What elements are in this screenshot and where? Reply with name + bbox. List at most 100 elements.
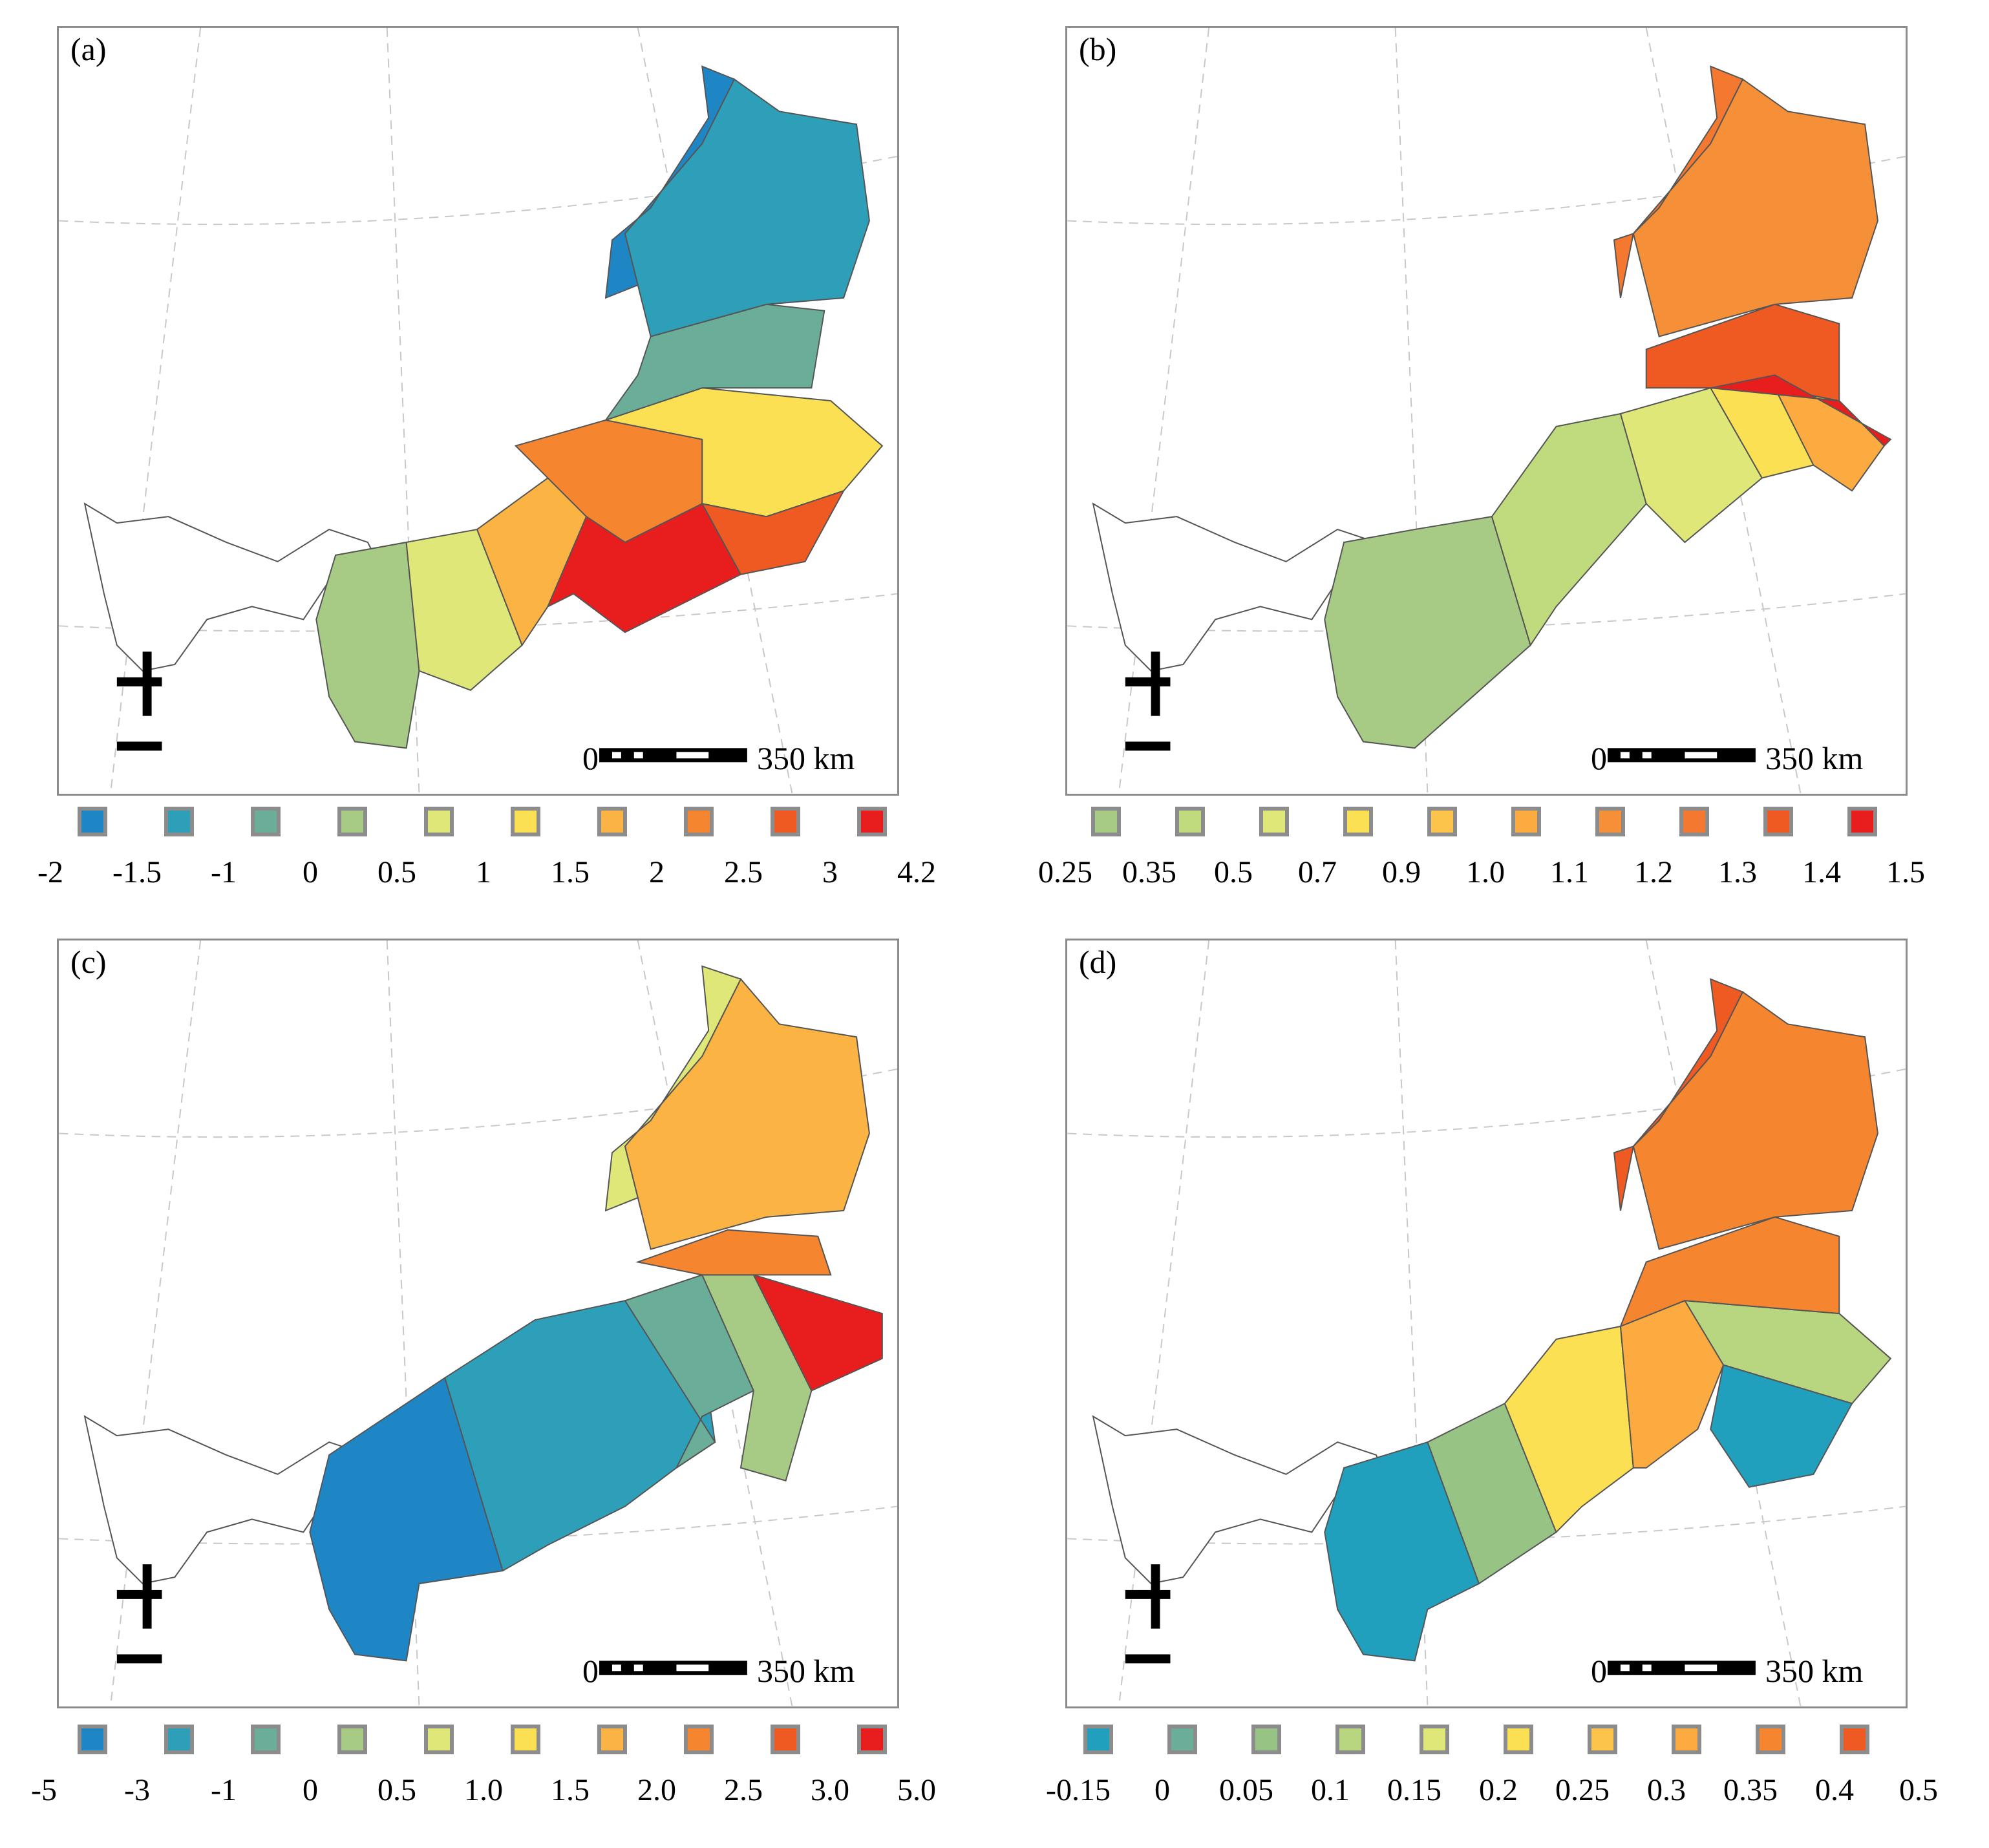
region-zone-9 [624,78,870,337]
legend-tick: -1 [211,1773,237,1807]
legend-tick: 2 [649,855,665,889]
legend-swatch [1343,807,1373,836]
legend-tick: 1.0 [464,1773,503,1807]
legend-tick: 0.5 [1214,855,1253,889]
legend-tick: 0.35 [1122,855,1176,889]
legend-swatch [684,1725,714,1754]
legend-swatch [424,807,454,836]
legend-tick: 0.2 [1479,1773,1518,1807]
legend-tick: 1.5 [551,855,590,889]
map-panel-b: (b) 0 350 km [1065,26,1908,796]
legend-swatch [1588,1725,1617,1754]
legend-tick: 1.1 [1550,855,1589,889]
legend-tick: 0 [303,1773,318,1807]
legend-tick: 0.3 [1647,1773,1686,1807]
legend-swatch [164,1725,194,1754]
scale-start: 0 [582,1653,599,1689]
legend-swatch [424,1725,454,1754]
legend-tick: 0.5 [378,1773,416,1807]
legend-tick: 1 [476,855,491,889]
map-panel-a: (a) 0 350 km [57,26,899,796]
legend-tick: 0 [303,855,318,889]
legend-swatch [251,807,281,836]
region-zone-10 [604,65,736,299]
legend-tick: 1.4 [1802,855,1841,889]
legend-swatch [1840,1725,1869,1754]
panel-label: (a) [70,31,107,67]
region-zone-1 [315,541,420,749]
legend-swatch [1420,1725,1449,1754]
map-graticule-c [59,940,897,1706]
scale-start: 0 [582,740,599,776]
region-zone-8 [1632,78,1878,337]
north-arrow-d [1125,1564,1171,1664]
panel-label: (d) [1079,944,1117,980]
legend-swatch [1511,807,1541,836]
scale-start: 0 [1591,1653,1607,1689]
legend-swatch [1251,1725,1281,1754]
legend-tick: -1 [211,855,237,889]
north-arrow-a [116,652,162,751]
legend-tick: 4.2 [897,855,936,889]
legend-swatch [684,807,714,836]
legend-tick: 2.5 [724,1773,763,1807]
region-zone-5 [546,502,742,633]
legend-tick: 1.5 [551,1773,590,1807]
legend-tick: 2.0 [637,1773,676,1807]
legend-tick: 5.0 [897,1773,936,1807]
region-zone-5 [752,1273,883,1392]
legend-d: -0.15 0 0.05 0.1 0.15 0.2 0.25 0.3 0.35 … [1046,1725,1977,1815]
scale-end: 350 km [1765,740,1864,776]
region-zone-7 [624,977,870,1250]
scale-bar-b [1608,748,1756,763]
legend-swatch [857,1725,887,1754]
region-zone-8 [1632,991,1878,1250]
legend-swatch [337,807,367,836]
legend-tick: 0.5 [1899,1773,1938,1807]
legend-tick: -5 [31,1773,57,1807]
legend-swatch [1756,1725,1785,1754]
region-zone-2 [405,528,523,691]
legend-tick: 0.25 [1038,855,1092,889]
legend-swatch [771,807,800,836]
legend-tick: -3 [124,1773,150,1807]
legend-swatch [1259,807,1289,836]
scale-end: 350 km [757,740,855,776]
legend-swatch [78,807,107,836]
north-arrow-b [1125,652,1171,751]
legend-tick: 1.3 [1718,855,1757,889]
legend-swatch [1763,807,1793,836]
region-zone-3 [1619,387,1763,544]
legend-tick: -1.5 [112,855,162,889]
legend-swatch [78,1725,107,1754]
legend-swatch [857,807,887,836]
region-zone-7 [1710,374,1892,447]
legend-swatch [337,1725,367,1754]
legend-tick: 1.0 [1466,855,1505,889]
legend-swatch [1672,1725,1701,1754]
scale-bar-c [599,1661,747,1675]
region-zone-9 [1613,65,1744,299]
legend-tick: 0 [1154,1773,1170,1807]
legend-tick: 2.5 [724,855,763,889]
legend-tick: 0.05 [1219,1773,1273,1807]
map-panel-d: (d) 0 350 km [1065,939,1908,1708]
legend-swatch [511,807,540,836]
scale-start: 0 [1591,740,1607,776]
map-graticule-d [1067,940,1906,1706]
legend-swatch [1847,807,1877,836]
legend-swatch [597,1725,627,1754]
region-zone-8 [604,965,742,1212]
region-zone-6 [1710,1364,1853,1488]
legend-tick: -0.15 [1046,1773,1111,1807]
legend-tick: 1.2 [1634,855,1673,889]
legend-swatch [1167,1725,1197,1754]
legend-swatch [771,1725,800,1754]
panel-label: (c) [70,944,107,980]
legend-swatch [1175,807,1205,836]
region-zone-7 [701,489,846,575]
scale-end: 350 km [1765,1653,1864,1689]
legend-tick: -2 [37,855,63,889]
legend-tick: 0.25 [1555,1773,1610,1807]
legend-tick: 3.0 [811,1773,849,1807]
